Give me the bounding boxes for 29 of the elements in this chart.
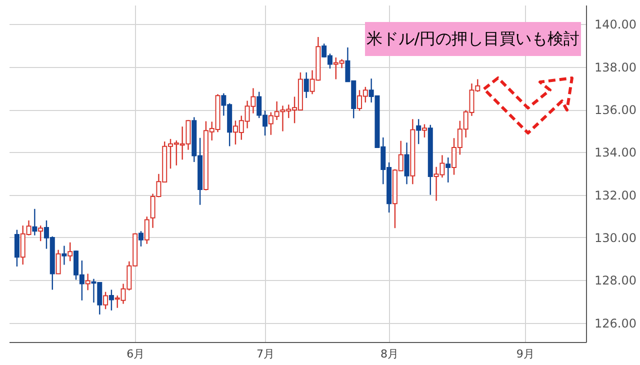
candlestick <box>144 216 150 244</box>
candlestick <box>422 124 427 138</box>
y-tick-label: 136.00 <box>594 103 636 118</box>
y-tick-label: 132.00 <box>594 188 636 202</box>
candlestick <box>108 289 114 312</box>
x-tick-label: 7月 <box>256 348 275 360</box>
x-tick-label: 8月 <box>380 348 399 360</box>
candlestick <box>404 142 410 185</box>
y-tick-label: 134.00 <box>594 146 636 160</box>
candlestick <box>304 72 309 99</box>
candlestick <box>103 291 108 310</box>
y-tick-label: 128.00 <box>594 274 636 288</box>
annotation: 米ドル/円の押し目買いも検討 <box>365 22 581 56</box>
y-tick-label: 138.00 <box>594 60 636 74</box>
y-tick-label: 140.00 <box>594 18 636 32</box>
candlestick <box>14 229 20 268</box>
candlestick <box>56 249 61 274</box>
candlestick <box>416 118 422 145</box>
candlestick <box>68 242 73 262</box>
candlestick <box>38 224 44 242</box>
x-tick-label: 6月 <box>126 348 145 360</box>
candlestick <box>446 156 451 184</box>
y-tick-label: 130.00 <box>594 230 636 245</box>
candlestick <box>138 230 144 248</box>
candlestick <box>32 208 38 236</box>
y-tick-label: 126.00 <box>594 316 636 330</box>
x-tick-label: 9月 <box>516 348 534 360</box>
candlestick <box>62 245 67 266</box>
candlestick <box>85 273 90 291</box>
